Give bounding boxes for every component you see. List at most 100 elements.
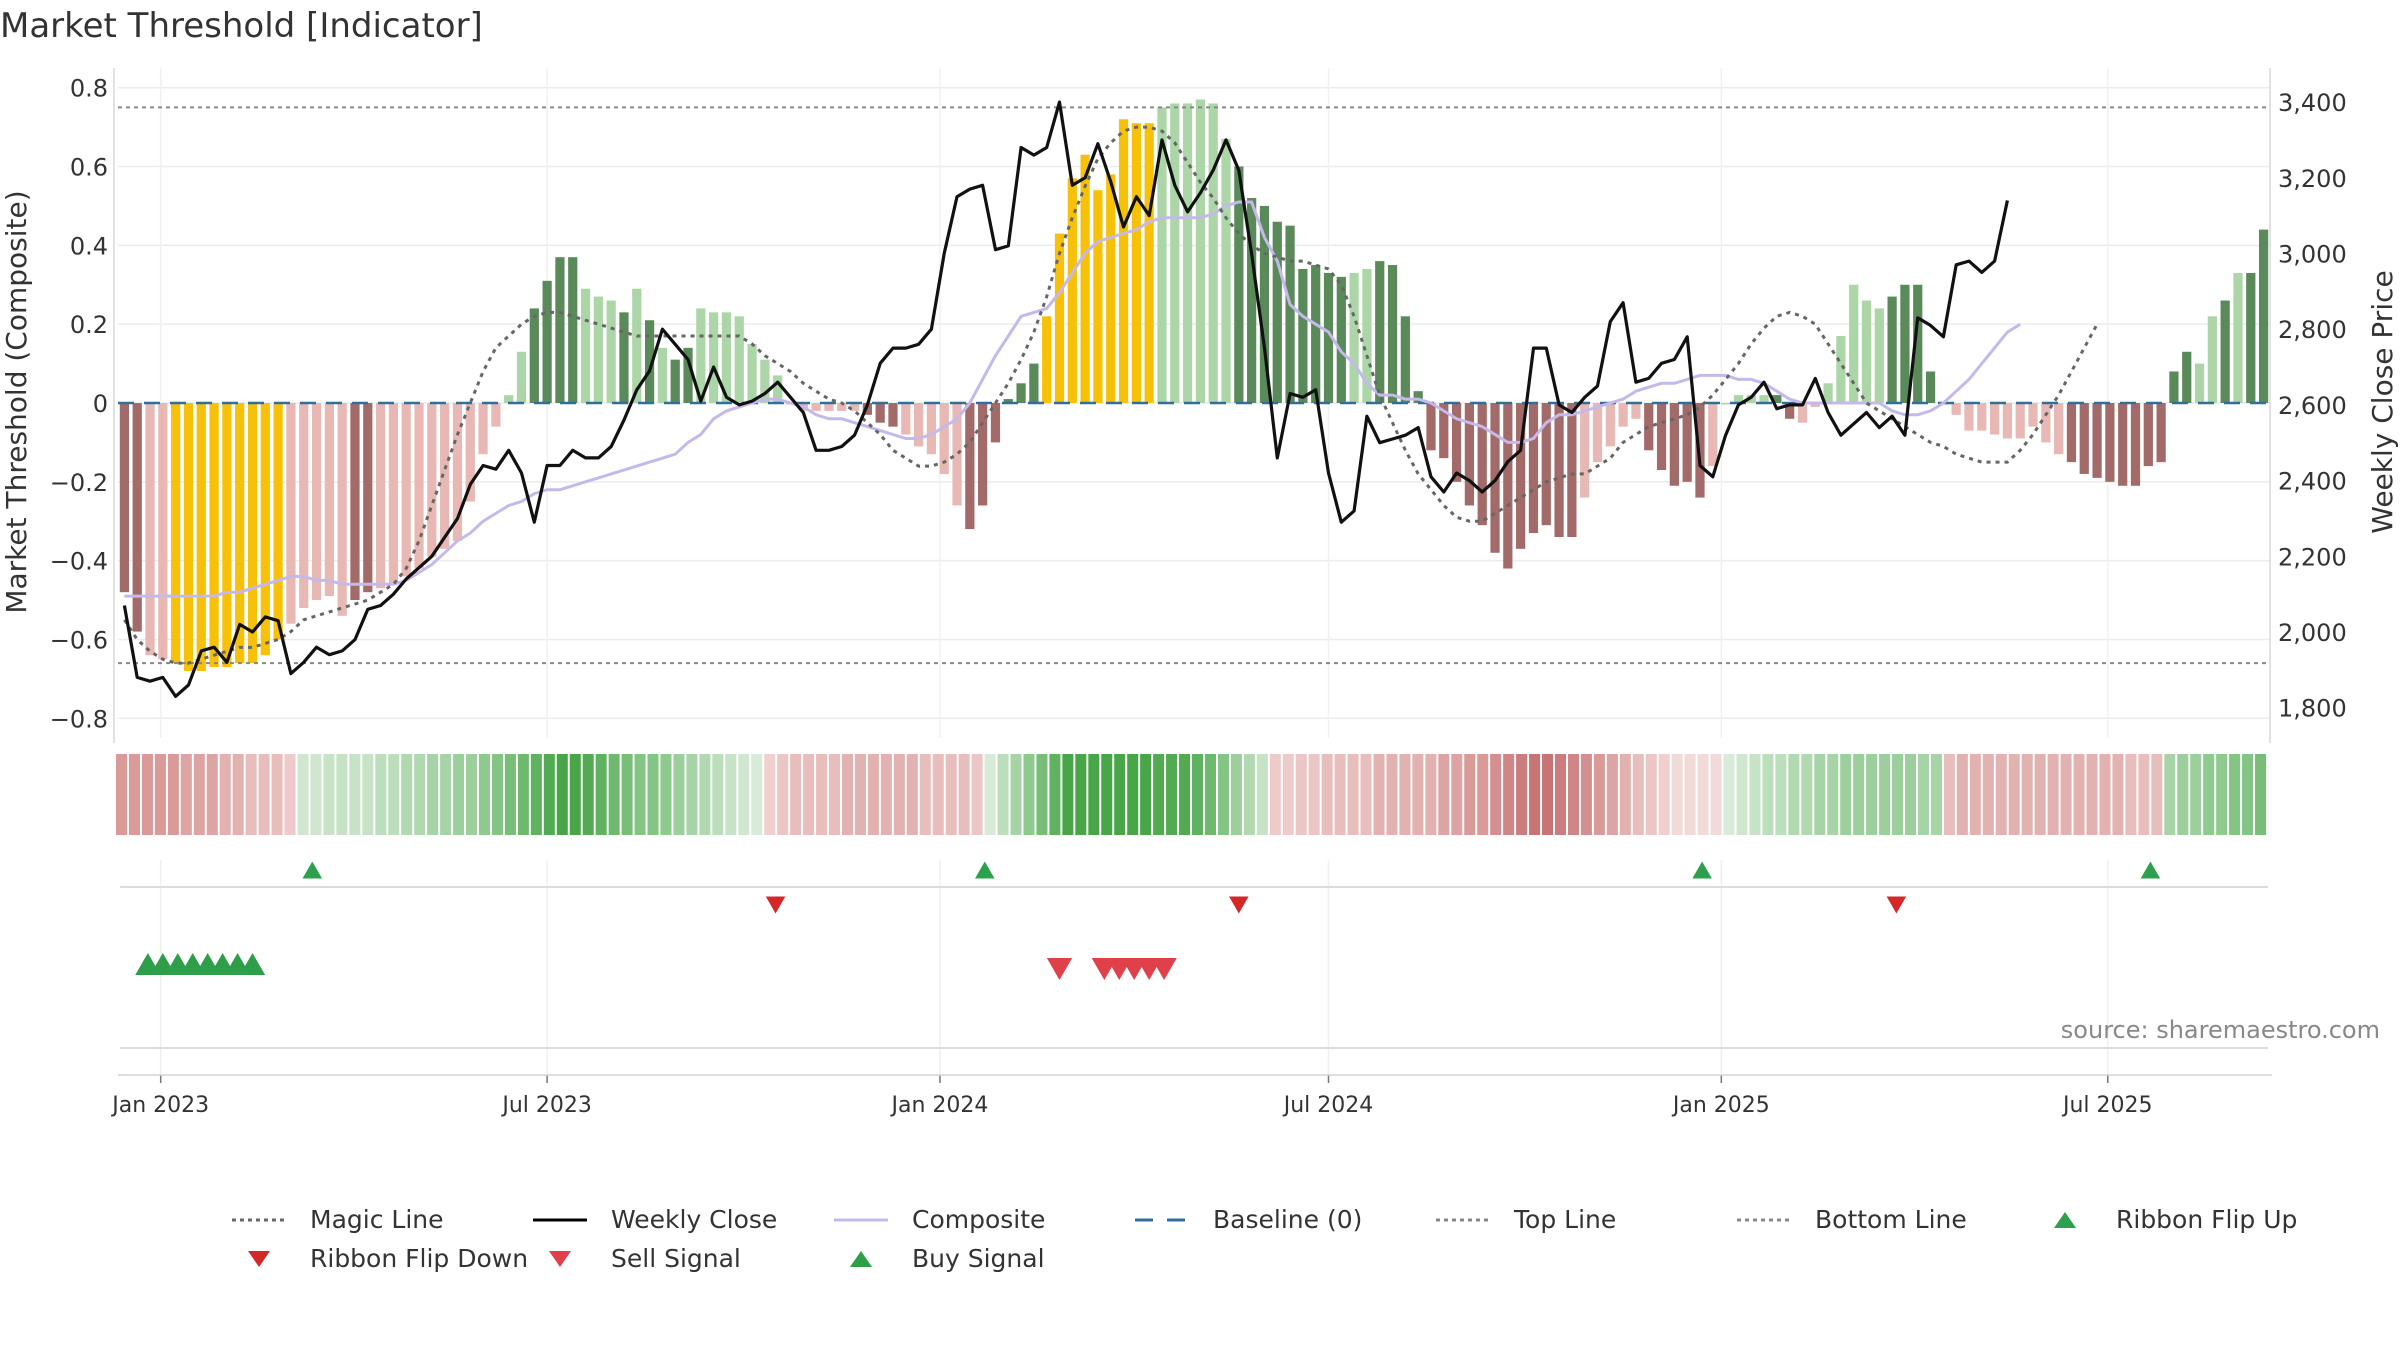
composite-bar — [2258, 229, 2269, 403]
ribbon-segment — [1282, 754, 1294, 835]
ribbon-segment — [1684, 754, 1696, 835]
composite-bar — [1951, 403, 1961, 415]
legend-row: Ribbon Flip Down Sell Signal Buy Signal — [230, 1244, 2360, 1273]
composite-bar — [1400, 316, 1410, 403]
composite-bar — [1797, 403, 1808, 423]
composite-bar — [1618, 403, 1628, 427]
ribbon-segment — [167, 754, 179, 835]
composite-bar — [414, 403, 424, 569]
ribbon-segment — [1062, 754, 1074, 835]
ribbon-segment — [867, 754, 879, 835]
ribbon-segment — [1490, 754, 1502, 835]
composite-bar — [2028, 403, 2038, 427]
legend-label: Buy Signal — [912, 1244, 1045, 1273]
y-tick-label: −0.6 — [50, 626, 108, 654]
ribbon-segment — [1360, 754, 1372, 835]
composite-bar — [491, 403, 501, 427]
y-tick-label: 0 — [93, 390, 108, 418]
composite-bar — [465, 403, 475, 502]
composite-bar — [1349, 272, 1359, 403]
composite-bar — [1182, 103, 1193, 404]
ribbon-flip-up-marker — [2140, 861, 2161, 879]
series-lines — [122, 100, 2099, 699]
composite-bar — [1977, 403, 1987, 431]
ribbon-segment — [323, 754, 335, 835]
composite-bar — [760, 359, 770, 403]
ribbon-segment — [2034, 754, 2046, 835]
ribbon-segment — [1853, 754, 1865, 835]
ribbon-segment — [2047, 754, 2059, 835]
y-axis-label: Market Threshold (Composite) — [0, 190, 33, 613]
composite-bar — [721, 312, 732, 403]
composite-bar — [375, 403, 386, 589]
ribbon-segment — [219, 754, 231, 835]
composite-bar — [2002, 403, 2013, 439]
ribbon-segment — [1295, 754, 1307, 835]
ribbon-segment — [206, 754, 218, 835]
composite-bar — [2182, 351, 2192, 403]
ribbon-segment — [1892, 754, 1904, 835]
composite-bar — [2207, 316, 2217, 403]
ribbon-segment — [284, 754, 296, 835]
ribbon-segment — [1412, 754, 1424, 835]
x-tick-label: Jul 2024 — [1282, 1093, 1374, 1118]
composite-bar — [939, 403, 949, 474]
ribbon-segment — [1619, 754, 1631, 835]
composite-bar — [132, 403, 142, 632]
ribbon-segment — [543, 754, 555, 835]
axes: 0.8 0.6 0.4 0.2 0 −0.2 −0.4 −0.6 −0.8 3,400 3,200 3… — [50, 68, 2347, 1118]
ribbon-segment — [1386, 754, 1398, 835]
legend-swatch — [2054, 1211, 2076, 1228]
ribbon-segment — [1995, 754, 2007, 835]
ribbon-segment — [725, 754, 737, 835]
composite-bar — [2041, 403, 2051, 443]
ribbon-segment — [478, 754, 491, 835]
ribbon-segment — [1593, 754, 1605, 835]
ribbon-segment — [180, 754, 192, 835]
composite-bar — [1426, 403, 1436, 451]
composite-bar — [2054, 403, 2064, 455]
chart-canvas: 0.8 0.6 0.4 0.2 0 −0.2 −0.4 −0.6 −0.8 3,400 3,200 3… — [0, 68, 2399, 1118]
ribbon-flip-up-marker — [975, 861, 995, 879]
composite-bar — [1682, 403, 1692, 482]
composite-bar — [1759, 395, 1769, 403]
composite-bar — [1170, 103, 1180, 404]
composite-bar — [1221, 138, 1231, 404]
composite-bar — [849, 403, 860, 411]
ribbon-segment — [1010, 754, 1022, 835]
legend: Magic Line Weekly Close Composite Baseline … — [230, 1205, 2360, 1283]
composite-bar — [837, 403, 847, 411]
ribbon-segment — [1917, 754, 1929, 835]
composite-line — [124, 200, 2021, 598]
composite-bar — [171, 403, 181, 664]
ribbon-segment — [1801, 754, 1813, 835]
composite-bar — [593, 296, 603, 403]
composite-bar — [222, 403, 232, 668]
composite-bar — [2246, 272, 2256, 403]
ribbon-segment — [764, 754, 776, 835]
ribbon-segment — [1204, 754, 1216, 835]
composite-bar — [1093, 190, 1103, 403]
composite-bar — [2156, 403, 2166, 463]
composite-bar — [196, 403, 206, 671]
ribbon-segment — [919, 754, 931, 835]
composite-bar — [734, 316, 744, 403]
ribbon-segment — [1567, 754, 1579, 835]
ribbon-segment — [1464, 754, 1476, 835]
composite-bar — [529, 308, 539, 403]
ribbon-segment — [1580, 754, 1592, 835]
composite-bar — [1311, 265, 1321, 403]
ribbon-segment — [1127, 754, 1139, 835]
ribbon-segment — [751, 754, 763, 835]
composite-bar — [350, 403, 360, 601]
ribbon-segment — [1827, 754, 1839, 835]
ribbon-segment — [699, 754, 711, 835]
y-tick-label: −0.2 — [50, 469, 108, 497]
ribbon-segment — [1710, 754, 1722, 835]
ribbon-segment — [362, 754, 374, 835]
ribbon-segment — [1153, 754, 1165, 835]
composite-bar — [926, 403, 937, 455]
composite-bar — [1605, 403, 1615, 447]
composite-bar — [568, 257, 578, 403]
composite-bar — [440, 403, 450, 549]
